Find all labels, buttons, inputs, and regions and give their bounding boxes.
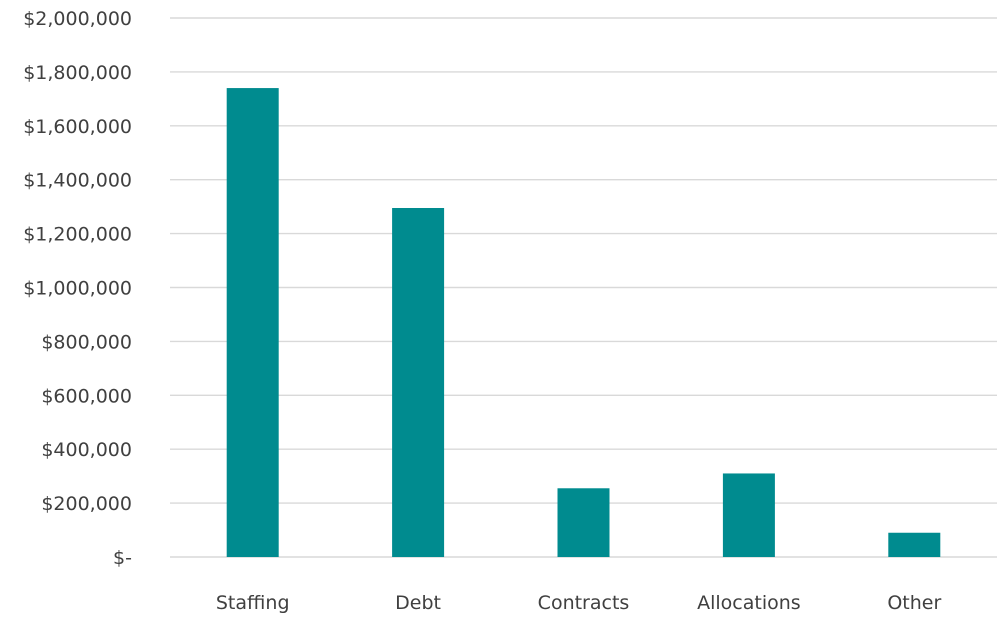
x-category-label: Allocations bbox=[697, 592, 801, 614]
y-tick-label: $800,000 bbox=[41, 331, 132, 353]
y-tick-label: $600,000 bbox=[41, 385, 132, 407]
y-tick-label: $1,200,000 bbox=[23, 224, 132, 246]
bar-debt bbox=[392, 207, 445, 557]
bar-contracts bbox=[557, 488, 610, 557]
gridlines bbox=[170, 17, 997, 558]
bar-allocations bbox=[722, 473, 775, 557]
y-tick-label: $1,400,000 bbox=[23, 170, 132, 192]
y-tick-label: $1,600,000 bbox=[23, 116, 132, 138]
y-tick-label: $400,000 bbox=[41, 439, 132, 461]
y-tick-label: $1,000,000 bbox=[23, 278, 132, 300]
y-tick-label: $2,000,000 bbox=[23, 8, 132, 30]
x-category-label: Contracts bbox=[538, 592, 630, 614]
bars bbox=[226, 88, 941, 557]
y-tick-label: $- bbox=[113, 547, 132, 569]
x-axis-category-labels: Staffing Debt Contracts Allocations Other bbox=[216, 592, 942, 614]
x-category-label: Debt bbox=[395, 592, 441, 614]
y-tick-label: $200,000 bbox=[41, 493, 132, 515]
y-tick-label: $1,800,000 bbox=[23, 62, 132, 84]
x-category-label: Staffing bbox=[216, 592, 290, 614]
bar-other bbox=[888, 532, 941, 557]
bar-staffing bbox=[226, 88, 279, 557]
x-category-label: Other bbox=[887, 592, 941, 614]
y-axis-tick-labels: $- $200,000 $400,000 $600,000 $800,000 $1,000… bbox=[23, 8, 132, 569]
